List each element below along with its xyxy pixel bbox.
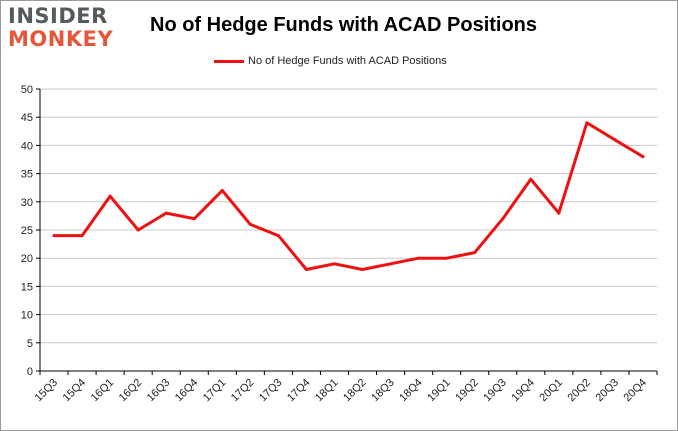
data-point — [164, 211, 168, 215]
data-point — [417, 256, 421, 260]
data-point — [192, 217, 196, 221]
x-tick-label: 15Q3 — [33, 377, 61, 405]
y-tick-label: 40 — [21, 140, 33, 152]
data-point — [108, 194, 112, 198]
data-point — [276, 234, 280, 238]
data-point — [389, 262, 393, 266]
data-point — [501, 217, 505, 221]
x-tick-label: 18Q2 — [341, 377, 369, 405]
data-point — [445, 256, 449, 260]
data-point — [529, 177, 533, 181]
x-tick-label: 19Q3 — [481, 377, 509, 405]
data-point — [52, 234, 56, 238]
logo-text-top: INSIDER — [8, 4, 108, 28]
x-tick-label: 20Q3 — [594, 377, 622, 405]
x-tick-label: 16Q3 — [145, 377, 173, 405]
logo-text-bottom: MONKEY — [8, 27, 114, 51]
data-point — [361, 267, 365, 271]
data-point — [304, 267, 308, 271]
y-tick-label: 0 — [27, 366, 33, 378]
y-tick-label: 45 — [21, 112, 33, 124]
y-tick-label: 20 — [21, 253, 33, 265]
x-tick-label: 19Q1 — [425, 377, 453, 405]
x-tick-label: 19Q2 — [453, 377, 481, 405]
legend-swatch — [214, 59, 244, 63]
data-point — [473, 251, 477, 255]
chart-legend: No of Hedge Funds with ACAD Positions — [214, 53, 447, 69]
x-tick-label: 16Q4 — [173, 377, 201, 405]
data-point — [136, 228, 140, 232]
data-point — [585, 121, 589, 125]
y-tick-label: 30 — [21, 197, 33, 209]
x-tick-label: 16Q1 — [89, 377, 117, 405]
x-tick-label: 20Q4 — [622, 377, 650, 405]
x-tick-label: 16Q2 — [117, 377, 145, 405]
data-point — [80, 234, 84, 238]
data-point — [613, 138, 617, 142]
chart-title: No of Hedge Funds with ACAD Positions — [150, 14, 538, 36]
x-tick-label: 20Q1 — [537, 377, 565, 405]
x-tick-label: 17Q3 — [257, 377, 285, 405]
x-tick-label: 20Q2 — [565, 377, 593, 405]
x-tick-label: 18Q3 — [369, 377, 397, 405]
x-tick-label: 17Q4 — [285, 377, 313, 405]
x-tick-label: 17Q2 — [229, 377, 257, 405]
x-tick-label: 19Q4 — [509, 377, 537, 405]
y-tick-label: 50 — [21, 84, 33, 96]
data-point — [248, 222, 252, 226]
data-point — [641, 155, 645, 159]
x-tick-label: 18Q1 — [313, 377, 341, 405]
y-tick-label: 5 — [27, 338, 33, 350]
y-tick-label: 15 — [21, 281, 33, 293]
insidermonkey-logo: INSIDER MONKEY — [8, 6, 113, 50]
x-tick-label: 17Q1 — [201, 377, 229, 405]
x-tick-label: 15Q4 — [61, 377, 89, 405]
series-line — [52, 121, 645, 271]
y-tick-label: 25 — [21, 225, 33, 237]
x-tick-label: 18Q4 — [397, 377, 425, 405]
y-tick-label: 35 — [21, 169, 33, 181]
data-point — [332, 262, 336, 266]
y-tick-label: 10 — [21, 310, 33, 322]
legend-label: No of Hedge Funds with ACAD Positions — [248, 55, 447, 67]
data-point — [557, 211, 561, 215]
data-point — [220, 189, 224, 193]
